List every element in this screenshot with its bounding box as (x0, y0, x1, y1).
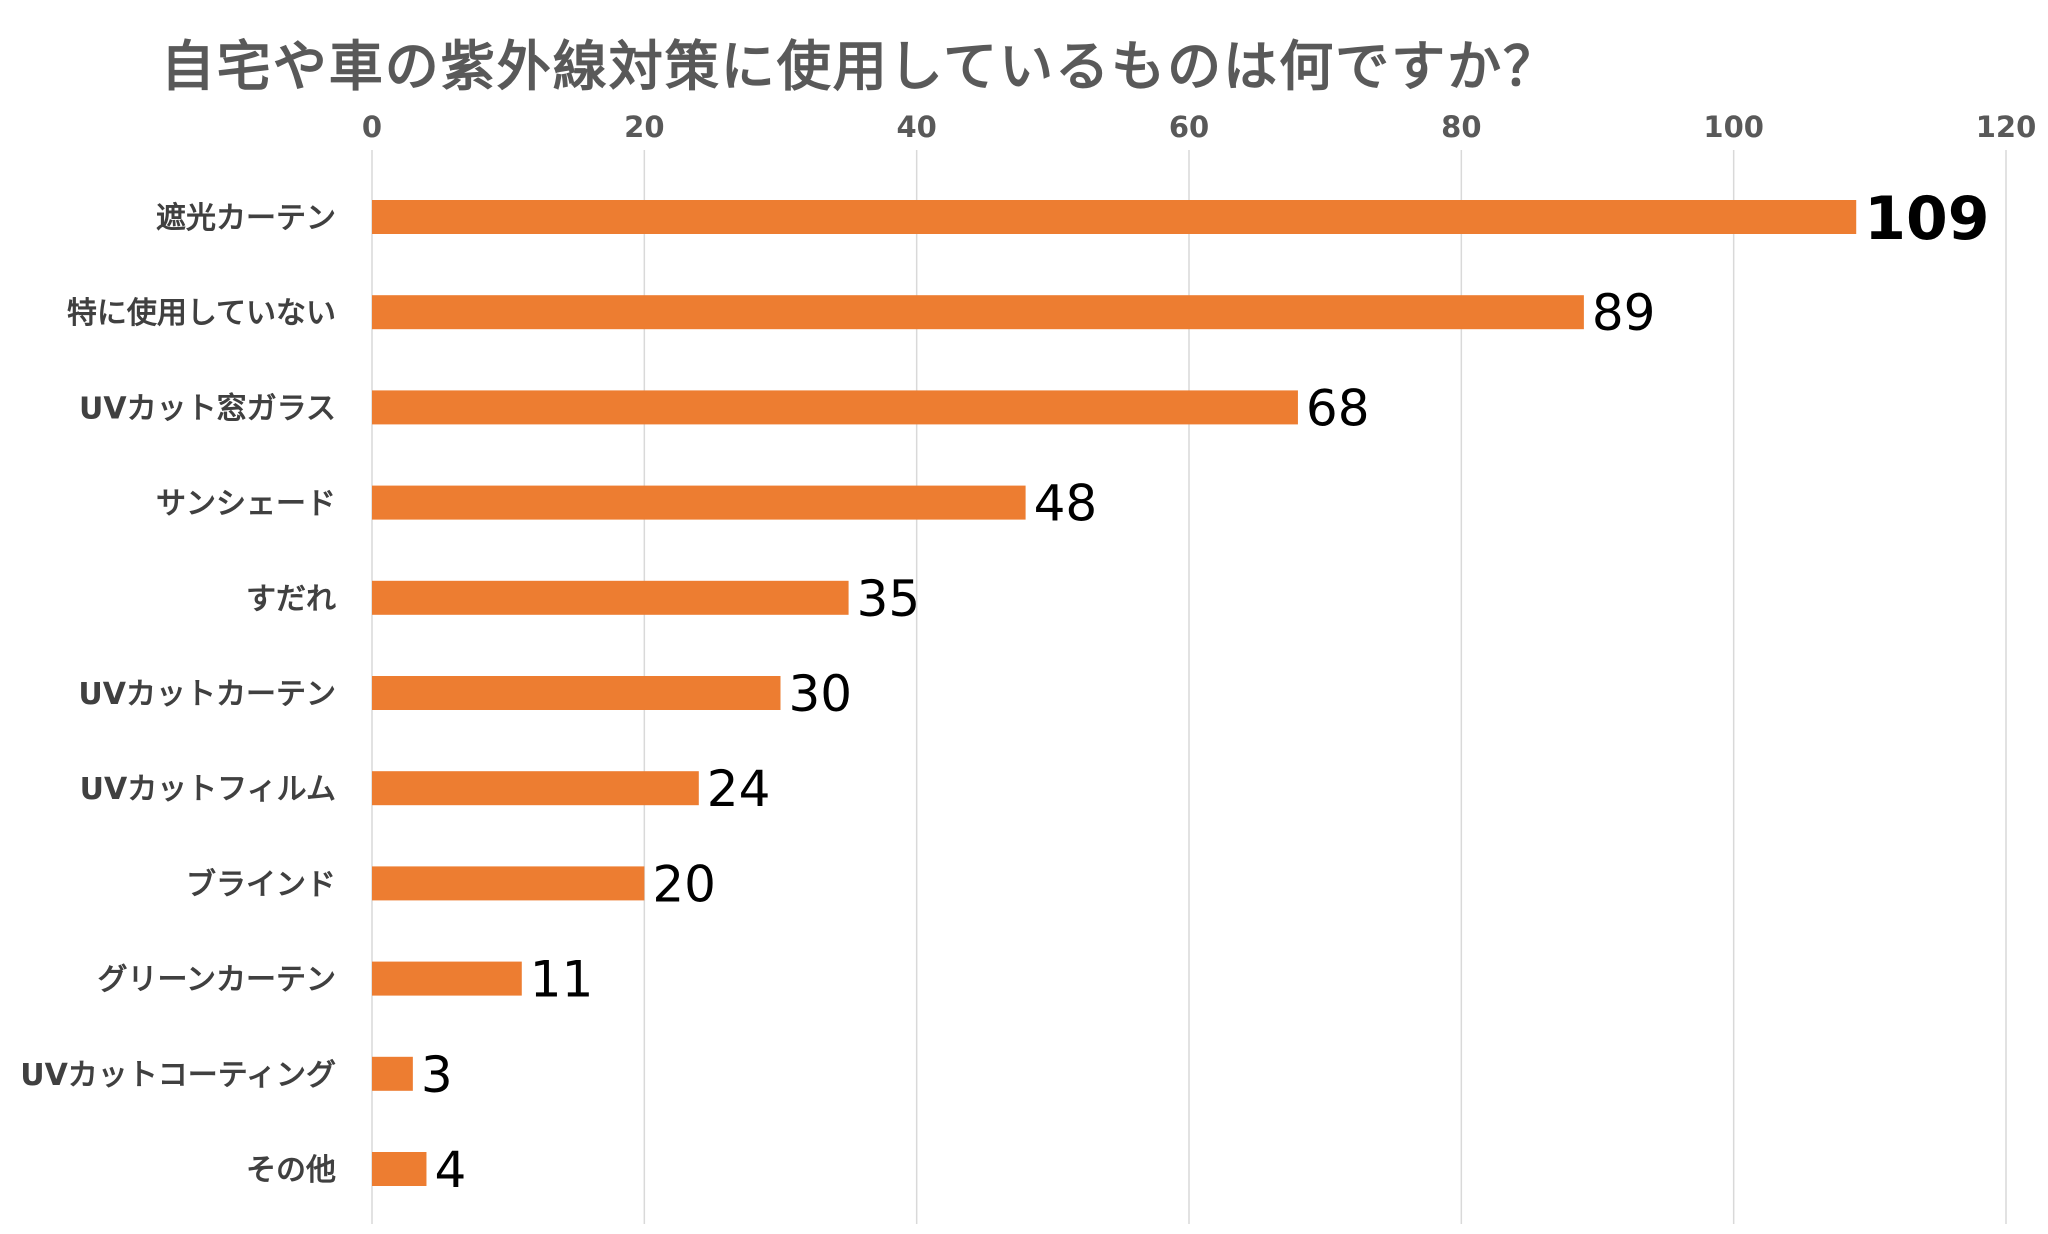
data-label: 20 (652, 855, 716, 913)
bar (372, 961, 522, 996)
bar (372, 390, 1298, 425)
category-label: UVカット窓ガラス (79, 391, 336, 426)
data-label: 35 (857, 570, 921, 628)
bar (372, 485, 1026, 520)
category-label: UVカットコーティング (20, 1058, 336, 1093)
data-label: 48 (1034, 475, 1098, 533)
bar (372, 580, 849, 615)
data-label: 109 (1864, 184, 1989, 254)
x-tick-label: 40 (896, 110, 936, 144)
bars (372, 200, 1857, 1186)
chart-title: 自宅や車の紫外線対策に使用しているものは何ですか？ (160, 35, 1560, 98)
bar (372, 1152, 427, 1186)
category-label: UVカットカーテン (78, 677, 336, 712)
data-label: 4 (434, 1141, 466, 1199)
category-label: ブラインド (186, 867, 336, 902)
bar (372, 866, 645, 901)
x-tick-label: 120 (1976, 110, 2037, 144)
category-label: サンシェード (156, 487, 336, 522)
data-label: 68 (1306, 379, 1370, 437)
data-label: 3 (421, 1046, 453, 1104)
category-label: すだれ (246, 582, 336, 617)
x-tick-label: 0 (362, 110, 382, 144)
x-tick-label: 100 (1703, 110, 1764, 144)
x-tick-label: 20 (624, 110, 664, 144)
category-label: 遮光カーテン (156, 201, 336, 236)
x-axis-ticks: 0 20 40 60 80 100 120 (362, 110, 2036, 144)
data-label: 89 (1592, 284, 1656, 342)
category-label: その他 (246, 1153, 336, 1188)
category-label: 特に使用していない (67, 296, 336, 331)
category-label: グリーンカーテン (98, 963, 337, 998)
bar (372, 771, 699, 806)
data-label: 24 (707, 760, 771, 818)
data-label: 30 (789, 665, 853, 723)
bar (372, 676, 781, 710)
bar (372, 295, 1584, 330)
data-label: 11 (530, 951, 594, 1009)
x-tick-label: 80 (1441, 110, 1481, 144)
bar (372, 200, 1857, 234)
x-tick-label: 60 (1169, 110, 1209, 144)
bar (372, 1056, 413, 1091)
category-label: UVカットフィルム (80, 772, 336, 807)
